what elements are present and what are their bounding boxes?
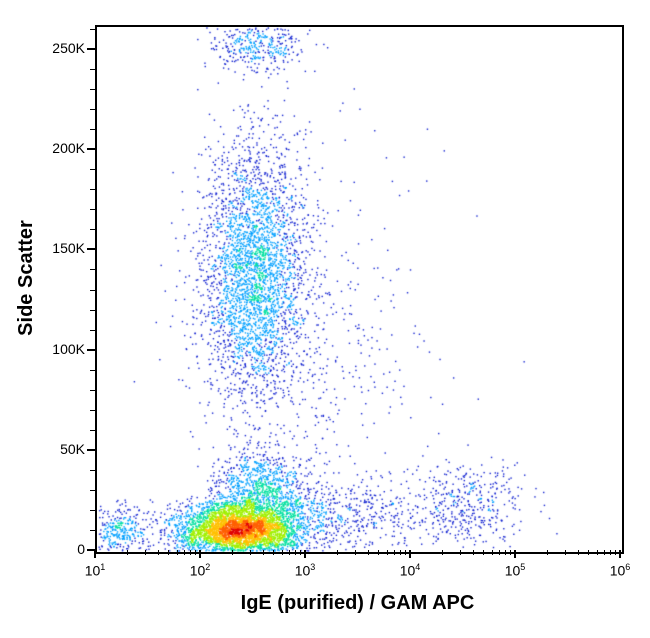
y-tick-label: 250K — [37, 40, 85, 56]
y-tick-label: 200K — [37, 140, 85, 156]
x-tick-label: 106 — [602, 562, 638, 579]
scatter-canvas — [97, 27, 622, 552]
tick-mark — [610, 550, 611, 555]
tick-mark — [232, 550, 233, 555]
tick-mark — [90, 29, 95, 30]
x-tick-label: 101 — [77, 562, 113, 579]
tick-mark — [90, 169, 95, 170]
tick-mark — [510, 550, 511, 555]
x-tick-label: 103 — [287, 562, 323, 579]
tick-mark — [282, 550, 283, 555]
tick-mark — [145, 550, 146, 555]
tick-mark — [90, 209, 95, 210]
tick-mark — [177, 550, 178, 555]
tick-mark — [405, 550, 406, 555]
tick-mark — [90, 410, 95, 411]
tick-mark — [195, 550, 196, 555]
tick-mark — [90, 470, 95, 471]
tick-mark — [473, 550, 474, 555]
tick-mark — [295, 550, 296, 555]
tick-mark — [90, 69, 95, 70]
tick-mark — [578, 550, 579, 555]
tick-mark — [94, 550, 96, 558]
tick-mark — [355, 550, 356, 555]
tick-mark — [263, 550, 264, 555]
tick-mark — [547, 550, 548, 555]
tick-mark — [273, 550, 274, 555]
y-tick-label: 150K — [37, 240, 85, 256]
x-axis-label: IgE (purified) / GAM APC — [208, 592, 508, 615]
tick-mark — [87, 48, 95, 50]
tick-mark — [127, 550, 128, 555]
tick-mark — [368, 550, 369, 555]
tick-mark — [604, 550, 605, 555]
y-axis-label: Side Scatter — [15, 198, 38, 358]
x-tick-label: 104 — [392, 562, 428, 579]
y-tick-label: 100K — [37, 341, 85, 357]
tick-mark — [199, 550, 201, 558]
tick-mark — [158, 550, 159, 555]
tick-mark — [337, 550, 338, 555]
tick-mark — [400, 550, 401, 555]
tick-mark — [90, 390, 95, 391]
tick-mark — [168, 550, 169, 555]
tick-mark — [300, 550, 301, 555]
y-tick-label: 0 — [37, 541, 85, 557]
tick-mark — [87, 248, 95, 250]
tick-mark — [90, 269, 95, 270]
tick-mark — [90, 229, 95, 230]
tick-mark — [442, 550, 443, 555]
tick-mark — [615, 550, 616, 555]
chart-container: Side Scatter IgE (purified) / GAM APC 0 5… — [0, 0, 650, 638]
tick-mark — [184, 550, 185, 555]
tick-mark — [90, 430, 95, 431]
tick-mark — [90, 189, 95, 190]
plot-area — [95, 25, 624, 554]
y-tick-label: 50K — [37, 441, 85, 457]
tick-mark — [588, 550, 589, 555]
tick-mark — [90, 490, 95, 491]
tick-mark — [90, 89, 95, 90]
x-tick-label: 102 — [182, 562, 218, 579]
tick-mark — [565, 550, 566, 555]
tick-mark — [394, 550, 395, 555]
tick-mark — [409, 550, 411, 558]
tick-mark — [90, 510, 95, 511]
tick-mark — [483, 550, 484, 555]
tick-mark — [289, 550, 290, 555]
tick-mark — [90, 330, 95, 331]
tick-mark — [387, 550, 388, 555]
tick-mark — [190, 550, 191, 555]
tick-mark — [90, 129, 95, 130]
tick-mark — [505, 550, 506, 555]
tick-mark — [499, 550, 500, 555]
tick-mark — [90, 109, 95, 110]
tick-mark — [90, 530, 95, 531]
tick-mark — [87, 449, 95, 451]
tick-mark — [378, 550, 379, 555]
tick-mark — [90, 290, 95, 291]
tick-mark — [460, 550, 461, 555]
tick-mark — [619, 550, 621, 558]
tick-mark — [514, 550, 516, 558]
x-tick-label: 105 — [497, 562, 533, 579]
tick-mark — [87, 148, 95, 150]
tick-mark — [304, 550, 306, 558]
tick-mark — [250, 550, 251, 555]
tick-mark — [90, 370, 95, 371]
tick-mark — [90, 310, 95, 311]
tick-mark — [87, 349, 95, 351]
tick-mark — [492, 550, 493, 555]
tick-mark — [597, 550, 598, 555]
